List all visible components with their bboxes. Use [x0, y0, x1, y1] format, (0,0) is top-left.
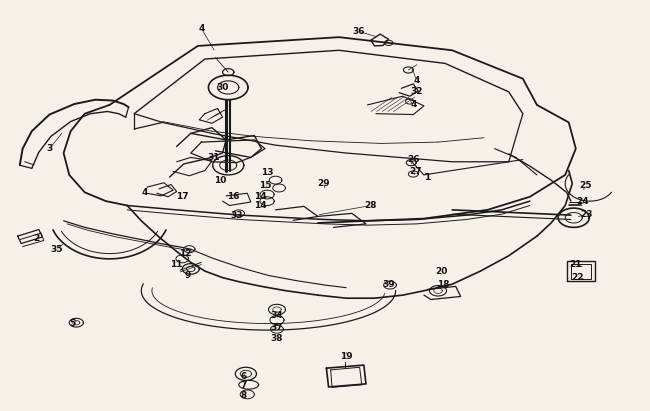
Text: 10: 10	[214, 175, 227, 185]
Text: 23: 23	[580, 210, 593, 219]
Text: 34: 34	[270, 311, 283, 320]
Text: 21: 21	[569, 260, 582, 269]
Text: 4: 4	[413, 76, 420, 85]
Text: 27: 27	[409, 167, 422, 176]
Text: 20: 20	[436, 267, 448, 276]
Text: 14: 14	[254, 192, 266, 201]
Text: 4: 4	[198, 24, 205, 33]
Text: 6: 6	[240, 372, 247, 381]
Text: 19: 19	[340, 352, 352, 361]
Text: 15: 15	[259, 181, 271, 190]
Text: 4: 4	[142, 188, 148, 197]
Text: 4: 4	[410, 100, 417, 109]
Text: 11: 11	[170, 260, 183, 269]
Text: 9: 9	[184, 271, 190, 280]
Text: 24: 24	[577, 196, 589, 206]
Text: 18: 18	[437, 280, 450, 289]
Text: 25: 25	[578, 181, 592, 190]
Text: 36: 36	[353, 27, 365, 36]
Text: 12: 12	[179, 249, 191, 258]
Text: 30: 30	[216, 83, 229, 92]
Text: 16: 16	[227, 192, 239, 201]
Text: 22: 22	[572, 273, 584, 282]
Text: 31: 31	[208, 153, 220, 162]
Text: 14: 14	[254, 201, 266, 210]
Text: 37: 37	[270, 323, 283, 332]
Text: 8: 8	[240, 391, 247, 400]
Text: 7: 7	[240, 381, 247, 390]
Text: 33: 33	[231, 210, 243, 219]
Text: 17: 17	[176, 192, 188, 201]
Text: 2: 2	[34, 234, 40, 243]
Text: 1: 1	[424, 173, 430, 182]
Text: 26: 26	[407, 155, 419, 164]
Text: 13: 13	[261, 168, 273, 177]
Text: 35: 35	[50, 245, 63, 254]
Text: 32: 32	[411, 87, 423, 96]
Text: 28: 28	[365, 201, 377, 210]
Text: 29: 29	[317, 179, 330, 188]
Text: 3: 3	[46, 144, 53, 153]
Text: 38: 38	[270, 335, 283, 343]
Text: 39: 39	[382, 280, 395, 289]
Text: 5: 5	[70, 319, 76, 328]
